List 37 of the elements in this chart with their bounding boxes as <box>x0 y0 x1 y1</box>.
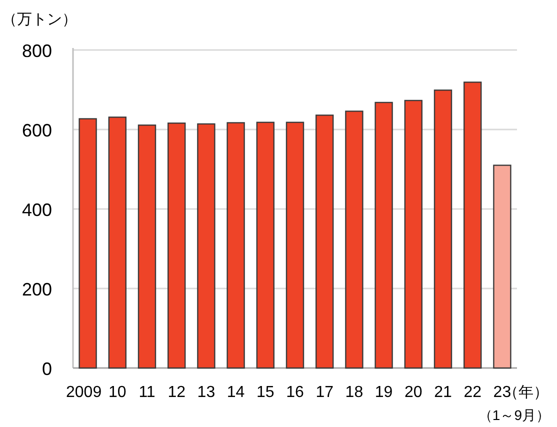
x-tick-label: 12 <box>168 384 186 401</box>
bar <box>78 118 97 369</box>
x-tick-label: 15 <box>256 384 274 401</box>
bar <box>404 100 422 369</box>
bar <box>168 122 186 369</box>
x-tick-label: 23 <box>493 384 512 401</box>
bar <box>286 122 304 369</box>
bar <box>434 90 452 369</box>
bar <box>197 123 216 369</box>
bar <box>493 164 512 369</box>
bar <box>374 102 393 369</box>
x-tick-label: 11 <box>138 384 156 401</box>
y-tick-label: 0 <box>42 359 52 379</box>
x-tick-label: 17 <box>316 384 334 401</box>
bar <box>108 116 126 369</box>
x-tick-label: 20 <box>404 384 422 401</box>
x-tick-label: 21 <box>434 384 452 401</box>
bar <box>316 114 334 369</box>
bar <box>138 124 156 369</box>
x-tick-label: 16 <box>286 384 304 401</box>
bar <box>464 82 482 369</box>
x-tick-label: 10 <box>108 384 126 401</box>
bar <box>256 122 274 369</box>
x-tick-label: 14 <box>226 384 245 401</box>
x-tick-label: 18 <box>345 384 364 401</box>
y-axis-title: （万トン） <box>2 11 77 28</box>
x-tick-label: 13 <box>197 384 216 401</box>
x-tick-label: 19 <box>374 384 393 401</box>
y-tick-label: 800 <box>22 41 52 61</box>
bar <box>345 110 364 369</box>
y-tick-label: 400 <box>22 200 52 220</box>
bar <box>226 122 245 369</box>
y-tick-label: 200 <box>22 280 52 300</box>
x-tick-label: 22 <box>464 384 482 401</box>
x-tick-label: 2009 <box>66 384 102 401</box>
y-tick-label: 600 <box>22 120 52 140</box>
text: （1～9月） <box>478 407 550 423</box>
